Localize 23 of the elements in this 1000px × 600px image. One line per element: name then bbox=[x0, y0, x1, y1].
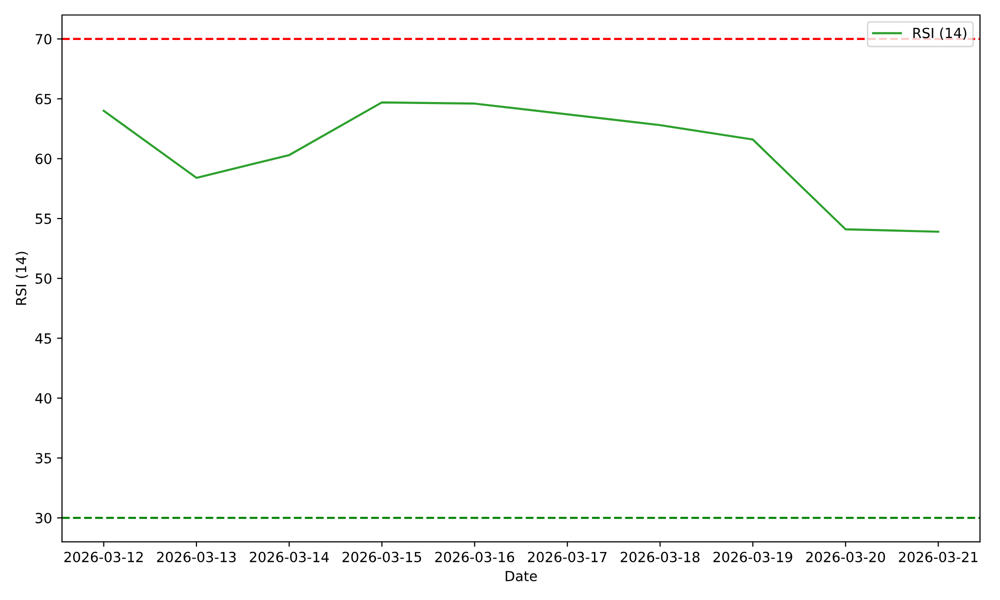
x-tick-label: 2026-03-16 bbox=[435, 552, 514, 562]
x-tick-label: 2026-03-13 bbox=[157, 552, 236, 562]
legend-label: RSI (14) bbox=[913, 28, 966, 40]
y-tick-label: 40 bbox=[35, 393, 52, 404]
y-tick-label: 55 bbox=[36, 214, 52, 224]
x-tick-label: 2026-03-18 bbox=[620, 552, 700, 562]
y-tick-label: 45 bbox=[35, 333, 52, 344]
x-tick-label: 2026-03-14 bbox=[250, 552, 329, 562]
x-tick-label: 2026-03-12 bbox=[64, 552, 143, 562]
x-axis-title: Date bbox=[506, 570, 537, 582]
x-tick-label: 2026-03-19 bbox=[713, 552, 792, 562]
line-series bbox=[102, 101, 940, 233]
x-tick-label: 2026-03-15 bbox=[342, 552, 422, 562]
x-tick-label: 2026-03-21 bbox=[898, 552, 978, 562]
y-tick-label: 35 bbox=[36, 452, 52, 464]
y-tick-label: 50 bbox=[36, 273, 52, 284]
y-tick-label: 65 bbox=[36, 94, 52, 104]
y-tick-label: 70 bbox=[36, 34, 52, 44]
x-tick-label: 2026-03-17 bbox=[528, 552, 607, 562]
y-axis-title: RSI (14) bbox=[16, 252, 28, 305]
x-tick-label: 2026-03-20 bbox=[806, 552, 885, 562]
y-tick-label: 30 bbox=[36, 512, 52, 524]
y-tick-label: 60 bbox=[36, 154, 52, 164]
